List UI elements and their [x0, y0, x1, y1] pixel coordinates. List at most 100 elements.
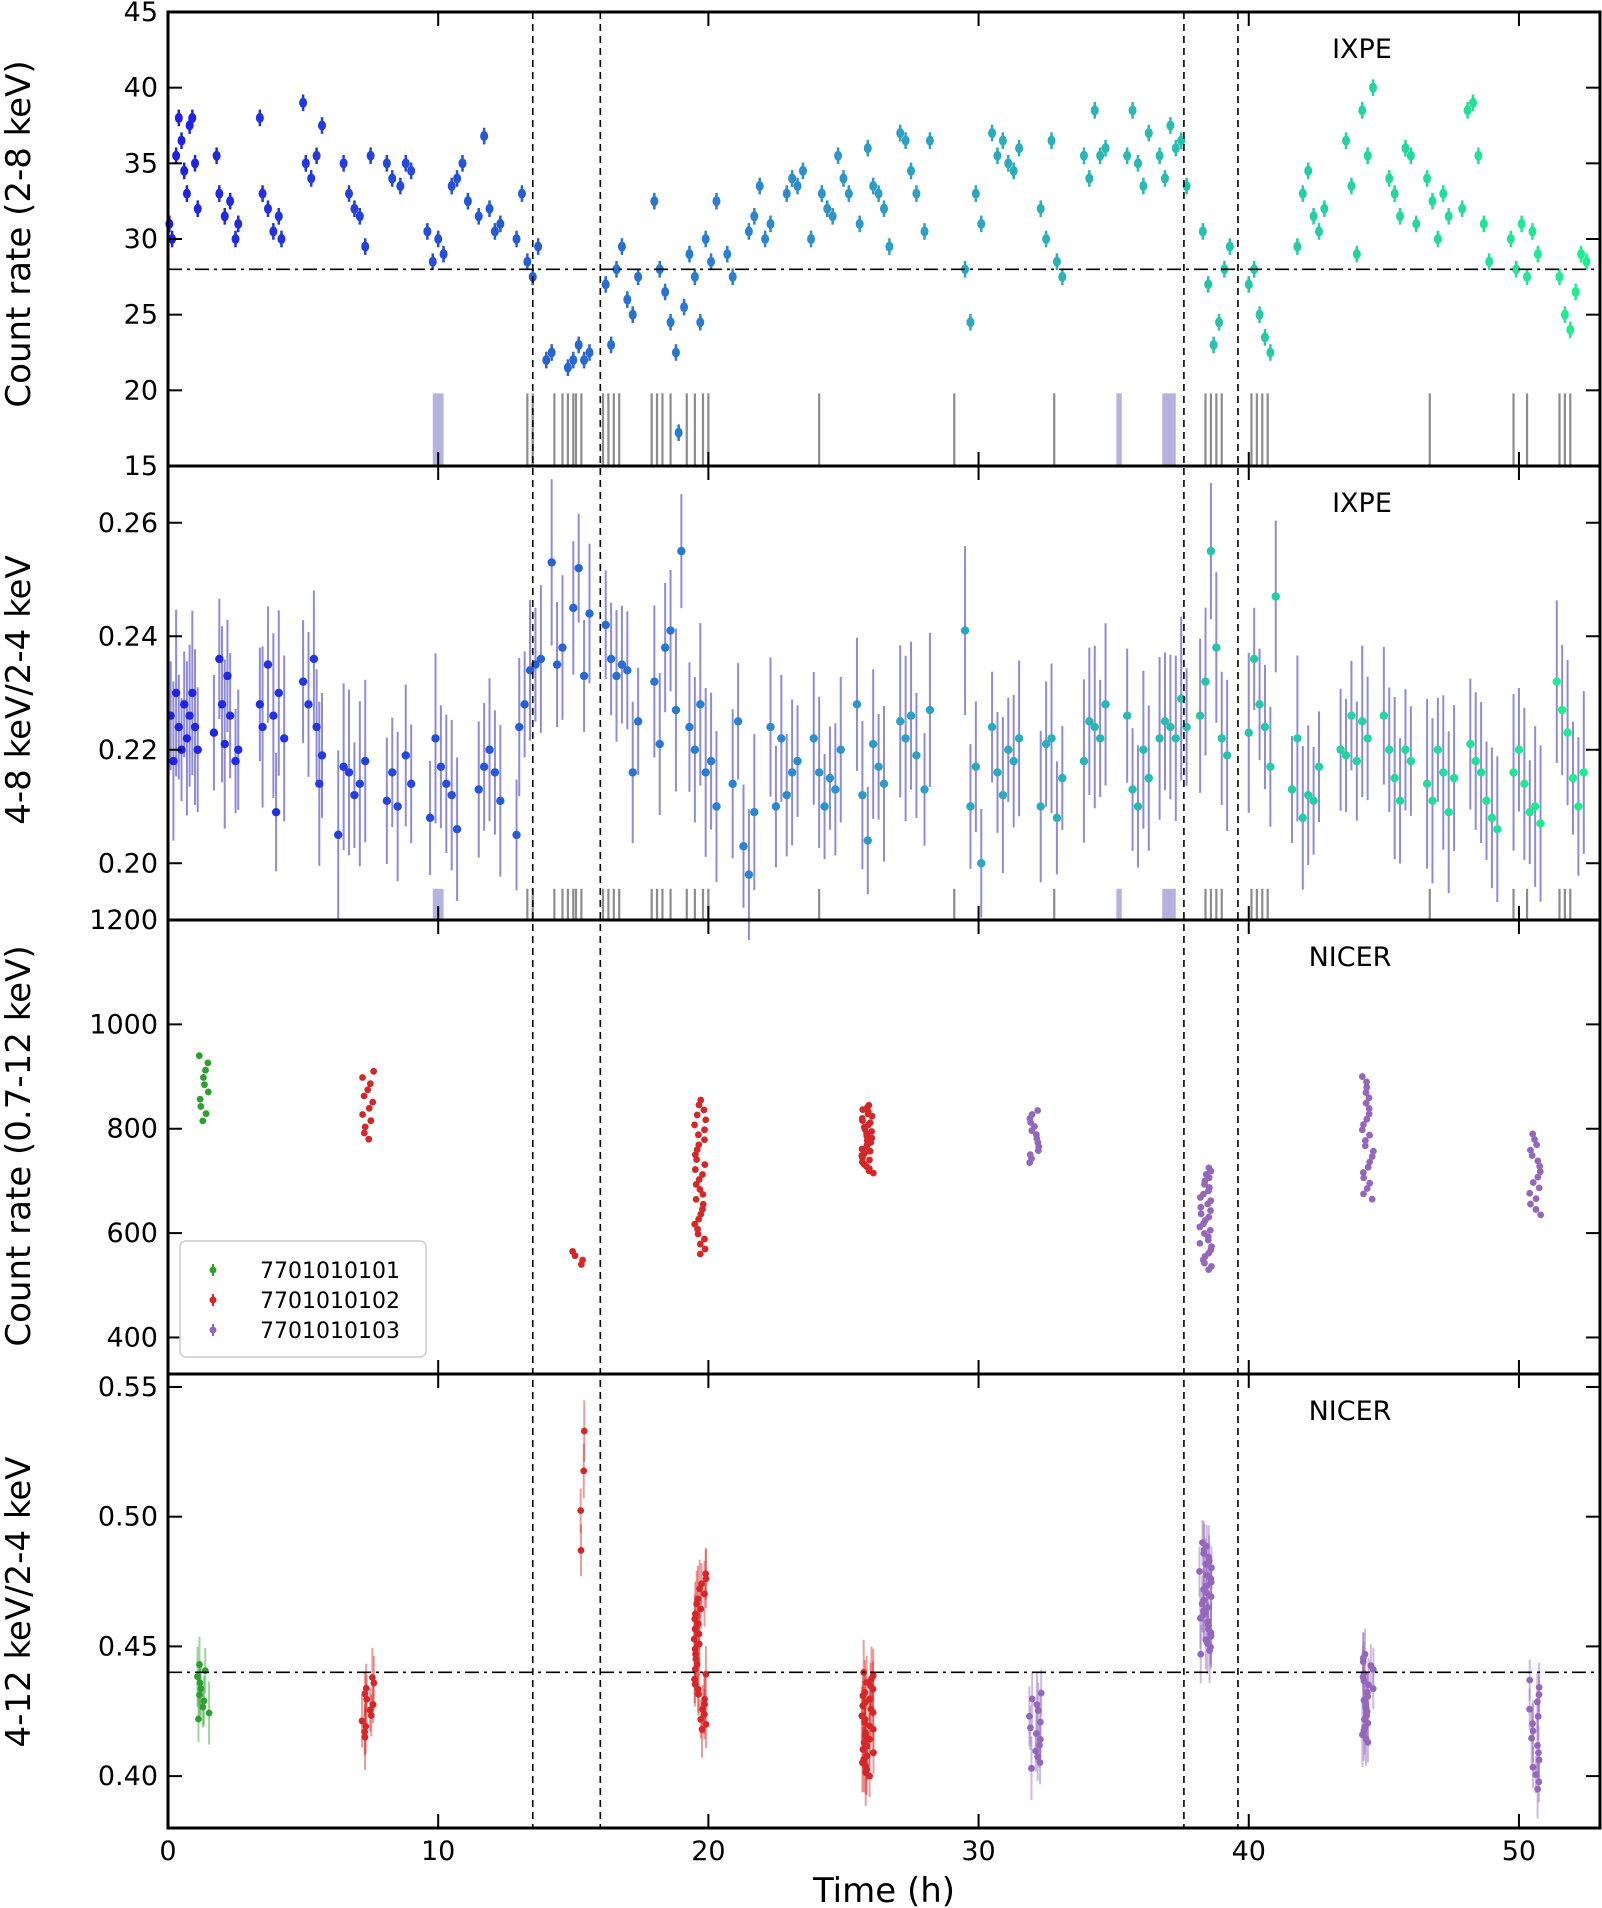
data-point: [1385, 745, 1394, 754]
legend-label-2: 7701010102: [260, 1289, 400, 1314]
data-point: [1155, 150, 1164, 161]
data-point: [577, 1507, 585, 1515]
data-point: [694, 1595, 702, 1603]
data-point: [1401, 745, 1410, 754]
data-point: [634, 271, 643, 282]
data-point: [367, 1712, 375, 1719]
data-point: [169, 756, 178, 766]
y-tick-label: 0.20: [98, 848, 158, 879]
data-point: [694, 1685, 702, 1693]
data-point: [401, 158, 410, 169]
data-point: [363, 1695, 371, 1703]
data-point: [623, 294, 632, 305]
data-point: [777, 734, 786, 743]
data-point: [1212, 643, 1221, 652]
data-point: [925, 135, 934, 146]
data-point: [174, 722, 184, 732]
y-tick-label: 600: [106, 1218, 158, 1249]
data-point: [787, 768, 797, 777]
data-point: [691, 1121, 698, 1129]
data-point: [361, 241, 370, 252]
data-point: [836, 745, 845, 754]
data-point: [701, 768, 710, 777]
data-point: [858, 1712, 866, 1720]
data-point: [569, 603, 578, 613]
data-point: [1036, 1741, 1043, 1749]
data-point: [1139, 181, 1148, 192]
data-point: [694, 1230, 702, 1238]
data-point: [370, 1067, 378, 1075]
data-point: [702, 1720, 710, 1728]
data-point: [1034, 1107, 1042, 1114]
data-point: [701, 1700, 709, 1708]
data-point: [393, 802, 402, 811]
data-point: [1574, 802, 1583, 811]
data-point: [862, 1729, 869, 1736]
data-point: [496, 796, 505, 806]
data-point: [697, 1096, 705, 1104]
data-point: [307, 173, 316, 184]
data-point: [485, 203, 494, 214]
data-point: [361, 1690, 369, 1698]
data-point: [1368, 1195, 1376, 1203]
data-point: [1309, 796, 1318, 806]
data-point: [1139, 745, 1148, 754]
data-point: [174, 112, 183, 123]
data-point: [520, 700, 529, 709]
data-point: [1531, 1135, 1538, 1143]
data-point: [782, 790, 791, 800]
data-point: [388, 173, 397, 184]
data-point: [1028, 1111, 1036, 1118]
data-point: [701, 1590, 708, 1598]
data-point: [1363, 1078, 1370, 1086]
data-point: [1444, 211, 1453, 222]
data-point: [920, 226, 929, 237]
data-point: [1528, 226, 1537, 237]
data-point: [1364, 1163, 1372, 1171]
data-point: [1369, 1147, 1377, 1155]
x-tick-label: 40: [1232, 1836, 1266, 1867]
data-point: [315, 779, 324, 788]
ixpe-hardness-tag: IXPE: [1332, 488, 1392, 519]
data-point: [1266, 347, 1275, 358]
data-point: [490, 768, 500, 777]
data-point: [694, 1225, 702, 1233]
data-point: [870, 1749, 877, 1757]
time-markers: [531, 12, 1239, 1828]
data-point: [863, 836, 872, 845]
y-axis-label-nicer-rate: Count rate (0.7-12 keV): [0, 945, 39, 1346]
data-point: [396, 181, 405, 192]
data-point: [1028, 1695, 1036, 1703]
data-point: [263, 203, 272, 214]
data-point: [255, 112, 264, 123]
data-point: [1514, 745, 1524, 754]
data-point: [831, 785, 840, 794]
nicer-tag: NICER: [1309, 942, 1392, 973]
data-point: [1096, 150, 1105, 161]
data-point: [172, 150, 181, 161]
data-point: [301, 158, 310, 169]
y-tick-label: 1000: [89, 1009, 158, 1040]
data-point: [966, 802, 975, 811]
data-point: [185, 120, 194, 131]
data-point: [1535, 1756, 1543, 1764]
data-point: [691, 1615, 699, 1623]
data-point: [362, 1684, 370, 1692]
data-point: [197, 1103, 205, 1110]
data-point: [1197, 1203, 1205, 1211]
data-point: [1360, 1174, 1368, 1182]
data-point: [1208, 1564, 1215, 1572]
data-point: [1493, 825, 1502, 834]
data-point: [350, 790, 359, 800]
data-point: [366, 1080, 374, 1088]
data-point: [701, 1235, 708, 1243]
data-point: [1568, 773, 1578, 783]
data-point: [671, 347, 680, 358]
data-point: [907, 165, 916, 176]
data-point: [585, 609, 594, 618]
data-point: [896, 128, 905, 139]
data-point: [1052, 813, 1062, 823]
data-point: [814, 768, 824, 777]
data-point: [1361, 1142, 1369, 1150]
data-point: [691, 1166, 699, 1173]
